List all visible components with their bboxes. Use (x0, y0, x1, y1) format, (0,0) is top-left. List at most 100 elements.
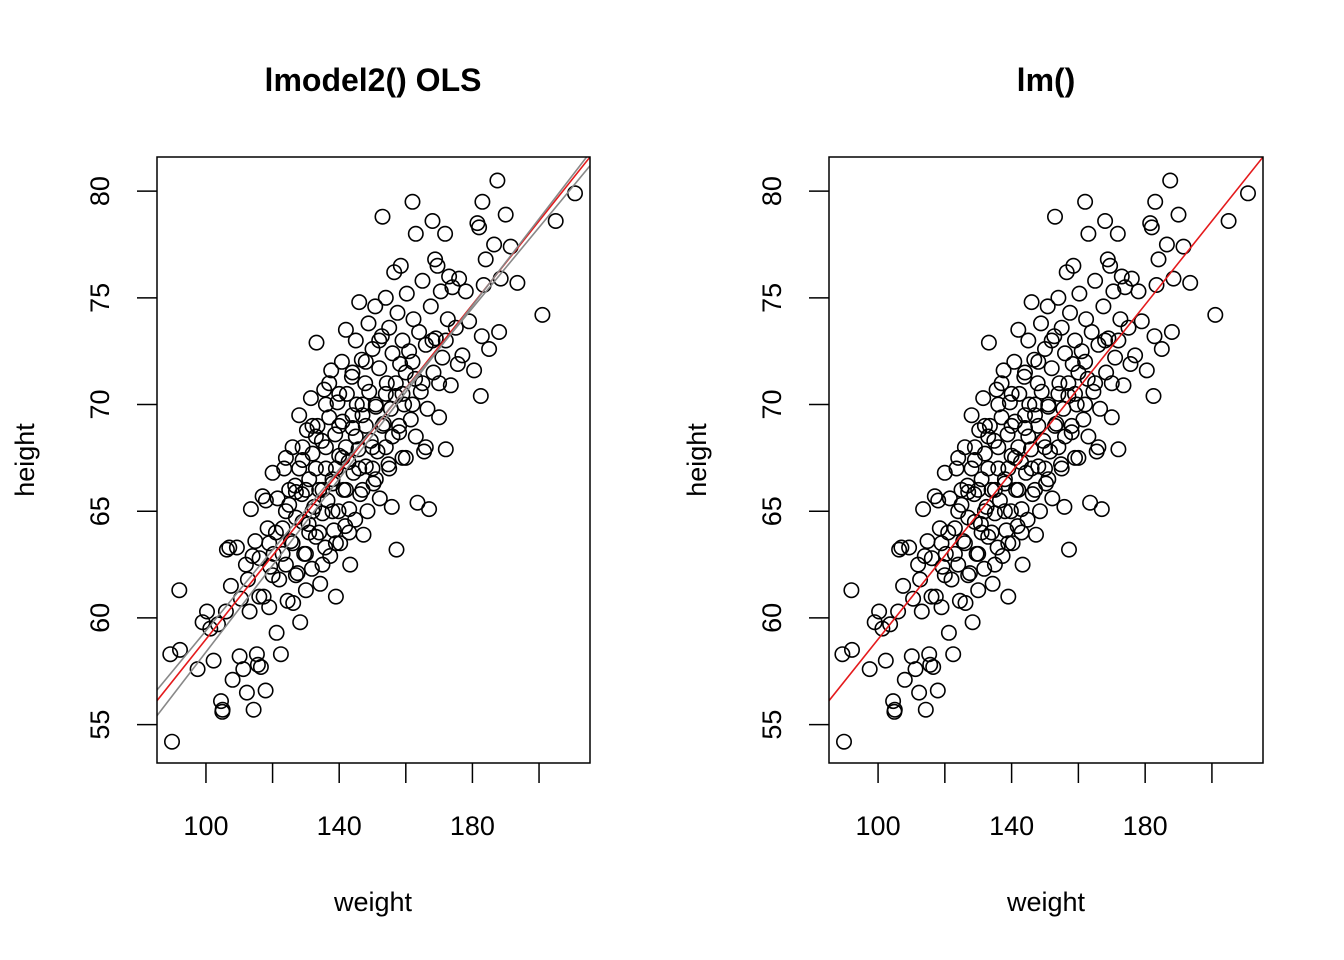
panel-lm: lm() weight height 100 140 180 55 60 65 70 75 8… (682, 62, 1264, 917)
data-point (171, 582, 188, 599)
data-point (392, 355, 409, 372)
data-point (901, 539, 918, 556)
data-point (1099, 251, 1116, 268)
data-point (317, 396, 334, 413)
data-point (1182, 274, 1199, 291)
data-point (344, 364, 361, 381)
data-point (162, 646, 179, 663)
data-point (911, 684, 928, 701)
data-point (412, 383, 429, 400)
data-point (1002, 503, 1019, 520)
data-point (1030, 417, 1047, 434)
scatter-points (162, 172, 583, 750)
data-point (1067, 449, 1084, 466)
data-point (1040, 396, 1057, 413)
data-point (1090, 439, 1107, 456)
data-point (1073, 343, 1090, 360)
data-point (354, 396, 371, 413)
data-point (332, 535, 349, 552)
data-point (1083, 323, 1100, 340)
data-point (431, 375, 448, 392)
data-point (871, 603, 888, 620)
data-point (1107, 349, 1124, 366)
data-point (1051, 375, 1068, 392)
data-point (1001, 394, 1018, 411)
data-point (404, 353, 421, 370)
data-point (228, 539, 245, 556)
data-point (843, 641, 860, 658)
panel-lmodel2-ols: lmodel2() OLS weight height 100 140 180 55… (10, 62, 591, 917)
data-point (1013, 524, 1030, 541)
data-point (337, 481, 354, 498)
data-point (388, 541, 405, 558)
data-point (980, 334, 997, 351)
data-point (945, 646, 962, 663)
data-point (357, 353, 374, 370)
data-point (910, 556, 927, 573)
data-point (272, 646, 289, 663)
data-point (297, 582, 314, 599)
data-point (1207, 306, 1224, 323)
data-point (1109, 225, 1126, 242)
data-point (291, 407, 308, 424)
data-point (457, 283, 474, 300)
data-point (257, 682, 274, 699)
data-point (214, 701, 231, 718)
data-point (421, 501, 438, 518)
fit-lines (157, 157, 590, 718)
data-point (354, 481, 371, 498)
data-point (473, 328, 490, 345)
data-point (404, 193, 421, 210)
data-point (205, 652, 222, 669)
data-point (466, 362, 483, 379)
y-axis: 55 60 65 70 75 80 (85, 176, 157, 740)
y-tick-label: 75 (85, 283, 115, 313)
data-point (891, 541, 908, 558)
x-axis: 100 140 180 (183, 763, 540, 841)
data-point (477, 251, 494, 268)
data-point (1085, 383, 1102, 400)
data-point (323, 362, 340, 379)
data-point (1077, 396, 1094, 413)
data-point (224, 671, 241, 688)
data-point (970, 481, 987, 498)
data-point (489, 172, 506, 189)
x-axis-label: weight (1006, 887, 1086, 917)
x-tick-label: 180 (450, 811, 495, 841)
data-point (1014, 556, 1031, 573)
data-point (1162, 172, 1179, 189)
data-point (1011, 385, 1028, 402)
data-point (1077, 193, 1094, 210)
data-point (895, 577, 912, 594)
data-point (354, 407, 371, 424)
data-point (374, 208, 391, 225)
data-point (437, 441, 454, 458)
data-point (381, 460, 398, 477)
regression-line (829, 157, 1263, 703)
data-point (1043, 332, 1060, 349)
data-point (367, 298, 384, 315)
data-point (451, 270, 468, 287)
data-point (351, 460, 368, 477)
data-point (381, 319, 398, 336)
y-tick-label: 70 (757, 389, 787, 419)
plot-frame (156, 156, 591, 764)
data-point (981, 417, 998, 434)
data-point (960, 483, 977, 500)
data-point (1040, 471, 1057, 488)
data-point (441, 268, 458, 285)
data-point (1050, 439, 1067, 456)
plot-frame (828, 156, 1264, 764)
data-point (392, 257, 409, 274)
data-point (1033, 315, 1050, 332)
data-point (996, 503, 1013, 520)
data-point (1020, 428, 1037, 445)
y-tick-label: 65 (757, 496, 787, 526)
y-axis: 55 60 65 70 75 80 (757, 176, 829, 740)
data-point (961, 565, 978, 582)
data-point (238, 684, 255, 701)
data-point (414, 375, 431, 392)
data-point (1060, 387, 1077, 404)
y-tick-label: 60 (757, 603, 787, 633)
data-point (404, 396, 421, 413)
